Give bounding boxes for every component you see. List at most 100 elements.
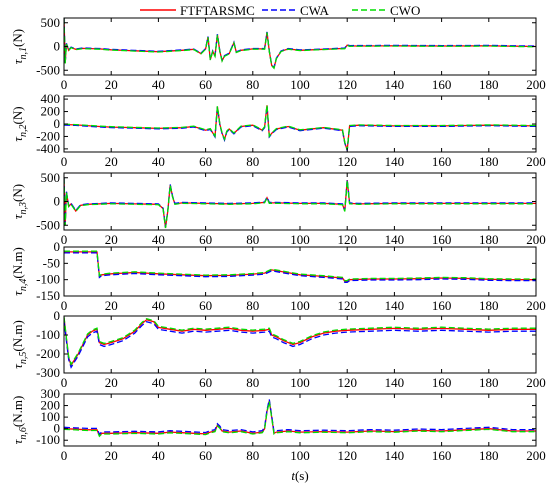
y-axis-label-sub-4: n,4 — [18, 279, 29, 292]
x-tick-label-5: 40 — [152, 375, 165, 390]
plot-frame-3 — [63, 172, 537, 231]
series-line-cwo-3 — [64, 178, 536, 229]
x-tick-label-6: 80 — [246, 448, 259, 463]
x-tick-label-1: 120 — [337, 77, 357, 92]
x-tick-label-6: 140 — [385, 448, 405, 463]
x-tick-label-1: 180 — [479, 77, 499, 92]
y-tick-label-5: -300 — [36, 365, 60, 380]
y-tick-label-6: -100 — [36, 432, 60, 447]
y-tick-label-2: 200 — [41, 104, 61, 119]
x-tick-label-5: 100 — [290, 375, 310, 390]
x-tick-label-3: 180 — [479, 232, 499, 247]
y-tick-label-4: -150 — [36, 288, 60, 303]
x-tick-label-5: 80 — [246, 375, 259, 390]
y-tick-label-3: 500 — [41, 170, 61, 185]
series-line-cwo-1 — [64, 18, 536, 70]
y-axis-label-unit-5: (N.m) — [10, 320, 25, 351]
x-tick-label-2: 40 — [152, 154, 165, 169]
y-axis-label-tau-1: τ — [10, 58, 25, 64]
x-tick-label-5: 120 — [337, 375, 357, 390]
series-line-cwa-1 — [64, 18, 536, 69]
x-tick-label-6: 100 — [290, 448, 310, 463]
x-tick-label-3: 200 — [526, 232, 546, 247]
y-axis-label-sub-5: n,5 — [18, 352, 29, 365]
y-tick-label-6: 200 — [41, 398, 61, 413]
x-tick-label-2: 160 — [432, 154, 452, 169]
x-tick-label-1: 100 — [290, 77, 310, 92]
y-axis-label-1: τn,1(N) — [10, 29, 29, 64]
y-axis-label-tau-4: τ — [10, 290, 25, 296]
y-axis-label-tau-5: τ — [10, 363, 25, 369]
x-tick-label-6: 160 — [432, 448, 452, 463]
x-tick-label-3: 40 — [152, 232, 165, 247]
y-tick-label-2: -400 — [36, 141, 60, 156]
x-tick-label-2: 80 — [246, 154, 259, 169]
plot-series-group-3 — [64, 177, 536, 229]
x-tick-label-5: 60 — [199, 375, 212, 390]
x-tick-label-6: 200 — [526, 448, 546, 463]
x-tick-label-4: 180 — [479, 298, 499, 313]
x-tick-label-6: 60 — [199, 448, 212, 463]
y-tick-label-2: 0 — [54, 116, 61, 131]
y-tick-label-6: 100 — [41, 409, 61, 424]
series-line-cwa-4 — [64, 252, 536, 283]
x-tick-label-4: 100 — [290, 298, 310, 313]
y-axis-label-6: τn,6(N.m) — [10, 396, 29, 445]
x-tick-label-3: 100 — [290, 232, 310, 247]
series-line-cwa-3 — [64, 177, 536, 228]
y-axis-label-unit-1: (N) — [10, 29, 25, 47]
x-tick-label-2: 200 — [526, 154, 546, 169]
x-tick-label-5: 180 — [479, 375, 499, 390]
x-tick-label-2: 60 — [199, 154, 212, 169]
y-tick-label-5: 0 — [54, 308, 61, 323]
series-line-ftftarsmc-4 — [64, 251, 536, 282]
plot-series-group-2 — [64, 104, 536, 151]
legend-label-cwo: CWO — [390, 3, 420, 18]
x-tick-label-1: 20 — [105, 77, 118, 92]
x-tick-label-5: 20 — [105, 375, 118, 390]
y-tick-label-4: -100 — [36, 272, 60, 287]
x-tick-label-4: 40 — [152, 298, 165, 313]
series-line-cwo-6 — [64, 401, 536, 438]
x-tick-label-6: 0 — [61, 448, 68, 463]
y-axis-label-sub-6: n,6 — [18, 427, 29, 440]
x-tick-label-5: 0 — [61, 375, 68, 390]
plot-frame-6 — [63, 393, 537, 447]
series-line-cwo-4 — [64, 250, 536, 282]
x-tick-label-3: 80 — [246, 232, 259, 247]
x-tick-label-5: 200 — [526, 375, 546, 390]
x-tick-label-4: 120 — [337, 298, 357, 313]
x-tick-label-4: 200 — [526, 298, 546, 313]
y-axis-label-unit-6: (N.m) — [10, 396, 25, 427]
x-tick-label-3: 160 — [432, 232, 452, 247]
y-tick-label-1: 0 — [54, 39, 61, 54]
y-axis-label-unit-3: (N) — [10, 184, 25, 202]
plot-series-group-1 — [64, 18, 536, 70]
x-tick-label-5: 160 — [432, 375, 452, 390]
x-tick-label-6: 180 — [479, 448, 499, 463]
x-tick-label-4: 140 — [385, 298, 405, 313]
y-axis-label-sub-2: n,2 — [18, 124, 29, 137]
x-tick-label-2: 100 — [290, 154, 310, 169]
y-tick-label-1: -500 — [36, 62, 60, 77]
x-tick-label-3: 0 — [61, 232, 68, 247]
y-tick-label-4: -50 — [43, 255, 60, 270]
x-tick-label-2: 180 — [479, 154, 499, 169]
x-tick-label-2: 120 — [337, 154, 357, 169]
legend-label-cwa: CWA — [300, 3, 330, 18]
x-tick-label-1: 200 — [526, 77, 546, 92]
x-tick-label-2: 20 — [105, 154, 118, 169]
x-tick-label-4: 80 — [246, 298, 259, 313]
y-axis-label-sub-1: n,1 — [18, 47, 29, 60]
series-line-ftftarsmc-2 — [64, 105, 536, 151]
y-axis-label-tau-2: τ — [10, 136, 25, 142]
x-tick-label-1: 0 — [61, 77, 68, 92]
x-tick-label-1: 80 — [246, 77, 259, 92]
x-tick-label-6: 120 — [337, 448, 357, 463]
x-tick-label-4: 160 — [432, 298, 452, 313]
y-axis-label-tau-6: τ — [10, 438, 25, 444]
x-axis-label-rest: (s) — [295, 468, 309, 483]
y-axis-label-tau-3: τ — [10, 213, 25, 219]
